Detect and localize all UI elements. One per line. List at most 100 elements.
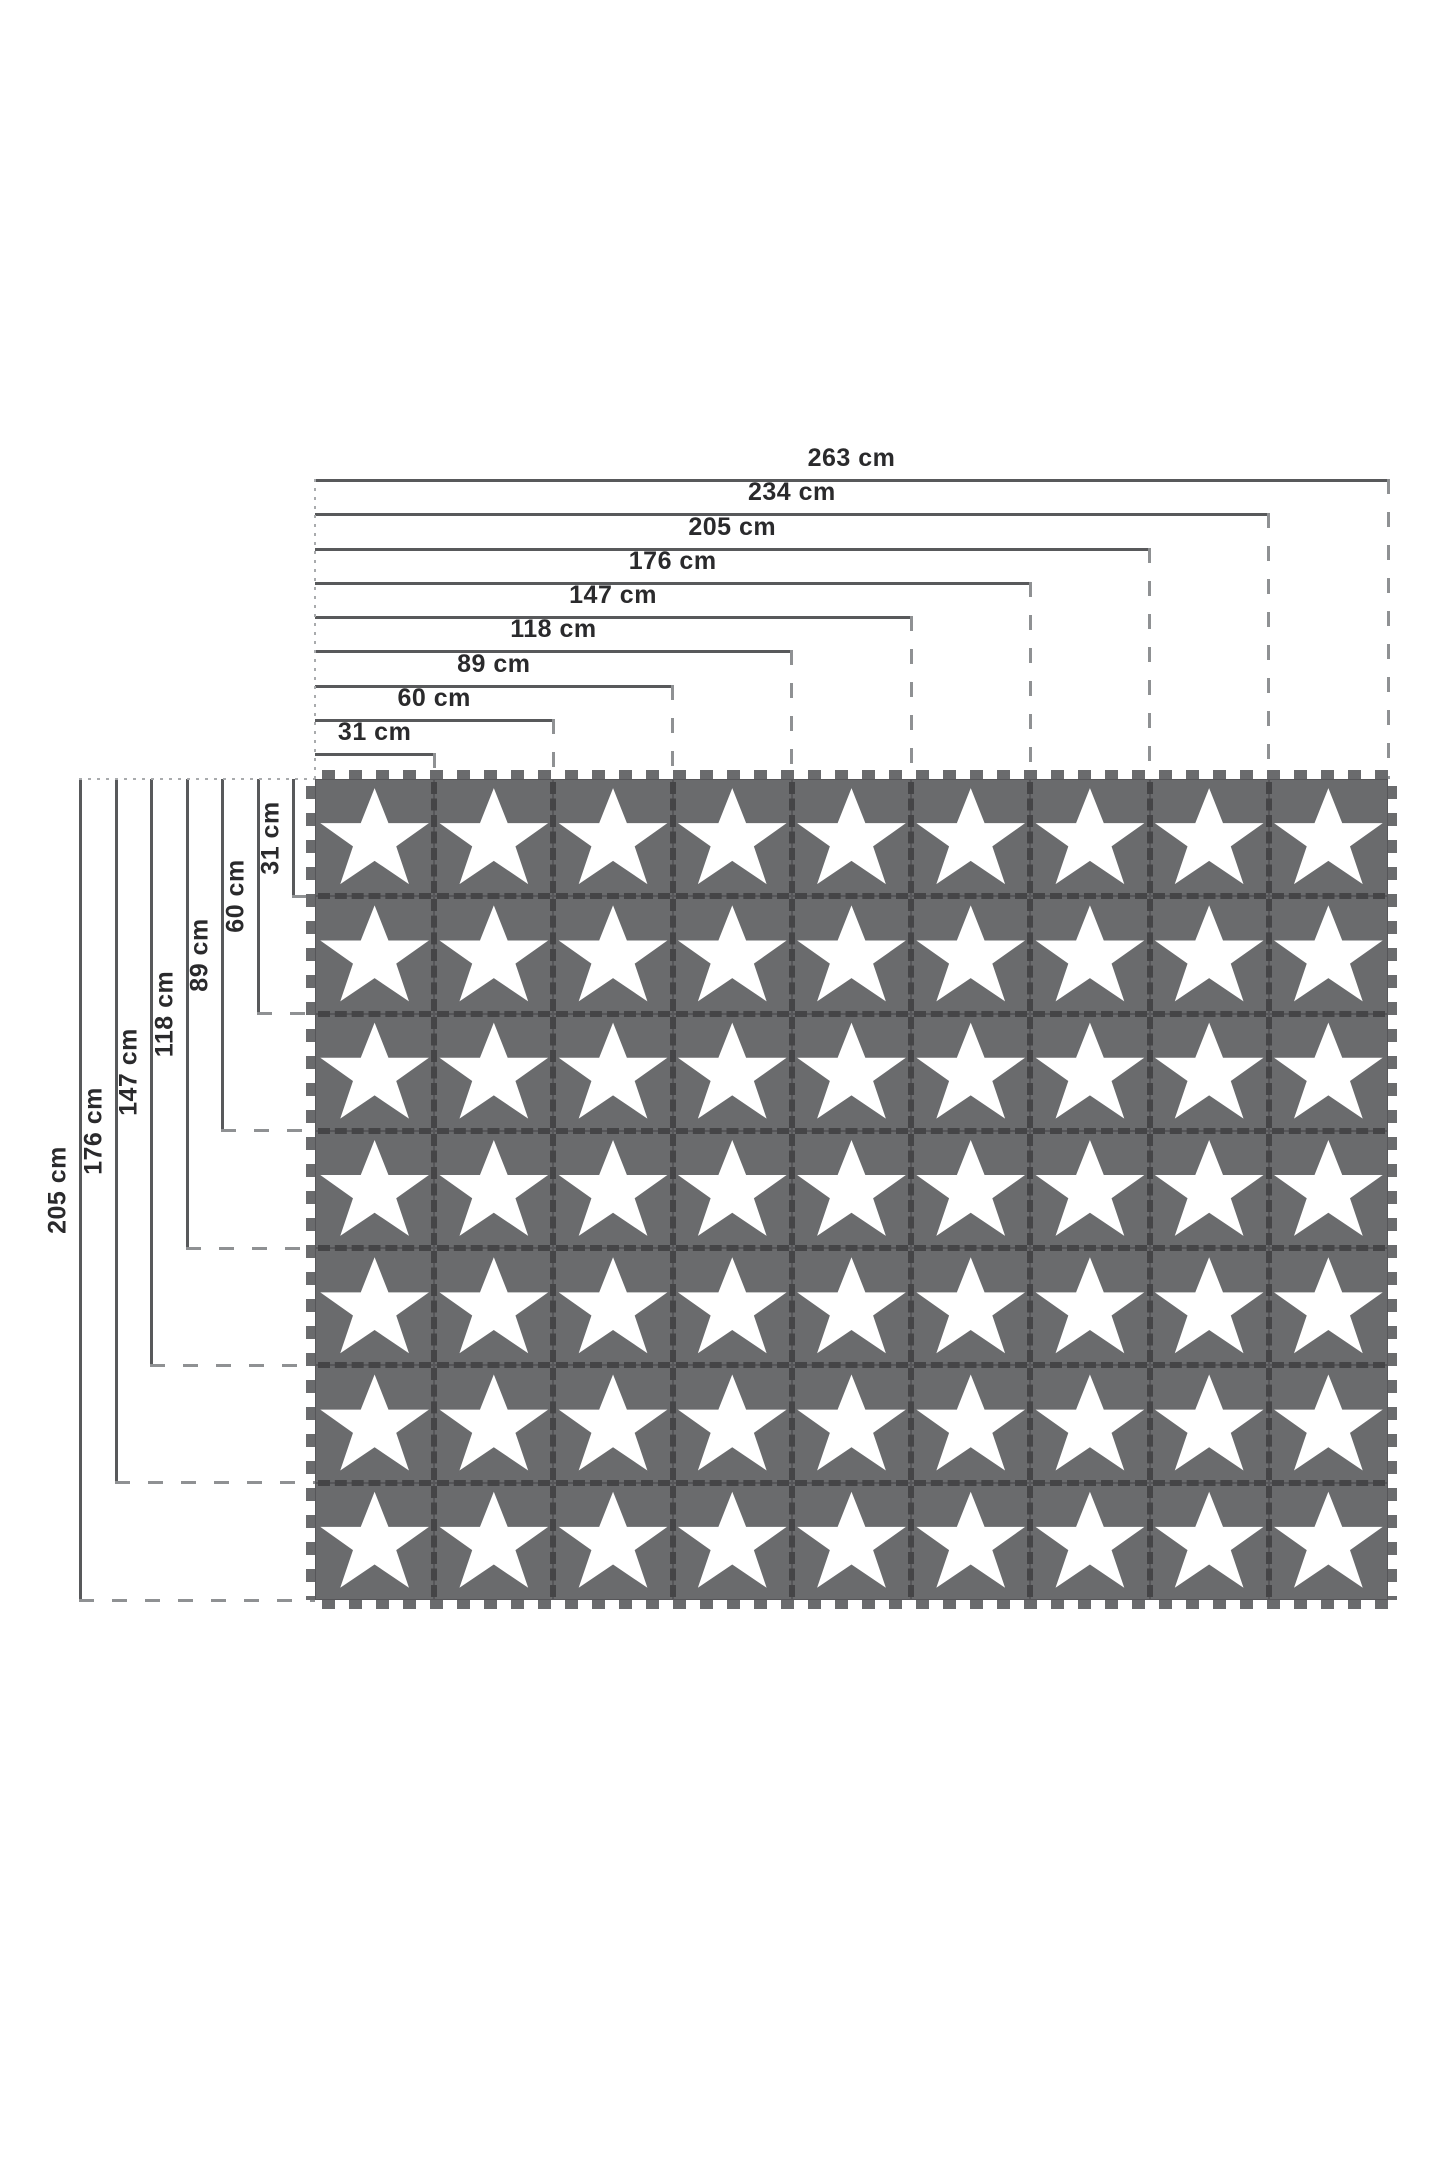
mat-tile — [911, 1365, 1034, 1486]
star-icon — [797, 1374, 906, 1471]
mat-tile — [553, 1130, 676, 1252]
tile-interlock-seam — [788, 1133, 795, 1246]
star-icon — [1154, 905, 1264, 1002]
mat-tile — [791, 779, 915, 900]
mat-tile — [672, 1248, 795, 1369]
star-icon — [677, 1374, 787, 1471]
tile-interlock-seam — [794, 893, 909, 900]
tile-interlock-seam — [794, 1127, 909, 1134]
mat-tile — [1149, 896, 1272, 1017]
mat-tile — [1268, 1013, 1388, 1134]
star-icon — [558, 1491, 668, 1588]
star-icon — [1274, 1139, 1383, 1236]
mat-tile — [1149, 1130, 1272, 1252]
star-icon — [916, 1139, 1026, 1236]
mat-tile — [1149, 1482, 1272, 1600]
tile-interlock-seam — [908, 1133, 915, 1246]
left-dimension-line — [150, 779, 153, 1366]
mat-tile — [553, 1365, 676, 1486]
tile-interlock-seam — [914, 1362, 1028, 1369]
star-icon — [558, 788, 668, 885]
tile-interlock-seam — [1033, 1479, 1147, 1486]
star-icon — [797, 1257, 906, 1354]
tile-interlock-seam — [556, 1127, 670, 1134]
mat-tile — [672, 896, 795, 1017]
left-dimension-label: 60 cm — [221, 859, 249, 933]
star-icon — [558, 1022, 668, 1119]
star-icon — [1035, 1374, 1145, 1471]
top-dimension-line — [315, 581, 1031, 585]
tile-interlock-seam — [1271, 1245, 1385, 1252]
mat-tile — [1030, 1130, 1153, 1252]
tile-interlock-seam — [1271, 1010, 1385, 1017]
mat-tile — [672, 1365, 795, 1486]
left-extension-line — [150, 1363, 315, 1367]
tile-interlock-seam — [669, 1368, 676, 1480]
tile-interlock-seam — [908, 1368, 915, 1480]
tile-interlock-seam — [556, 1245, 670, 1252]
mat-tile — [434, 1365, 557, 1486]
top-dimension-line — [315, 684, 673, 688]
top-dimension-label: 60 cm — [397, 683, 471, 712]
tile-interlock-seam — [1146, 1368, 1153, 1480]
mat-edge-teeth — [315, 770, 1388, 779]
tile-interlock-seam — [1265, 1133, 1272, 1246]
left-dimension-line — [292, 779, 295, 897]
star-icon — [320, 788, 429, 885]
star-icon — [916, 1374, 1026, 1471]
star-icon — [916, 905, 1026, 1002]
tile-interlock-seam — [675, 1010, 789, 1017]
mat-tile — [1268, 1482, 1388, 1600]
mat-edge-teeth — [1388, 779, 1397, 1600]
left-dimension-label: 147 cm — [114, 1028, 143, 1117]
star-icon — [797, 1022, 906, 1119]
tile-interlock-seam — [908, 1485, 915, 1597]
top-extension-line — [671, 684, 675, 779]
tile-interlock-seam — [550, 1133, 557, 1246]
tile-interlock-seam — [1152, 1010, 1266, 1017]
star-icon — [1154, 1491, 1264, 1588]
mat-tile — [791, 1248, 915, 1369]
top-dimension-line — [315, 753, 435, 756]
top-extension-line — [909, 616, 913, 779]
mat-tile — [1149, 1013, 1272, 1134]
mat-tile — [553, 1248, 676, 1369]
tile-interlock-seam — [1027, 899, 1034, 1011]
tile-interlock-seam — [1265, 1368, 1272, 1480]
star-icon — [558, 905, 668, 1002]
top-dimension-label: 118 cm — [510, 615, 597, 644]
left-extension-line — [256, 1012, 315, 1016]
star-icon — [558, 1257, 668, 1354]
star-icon — [1274, 1257, 1383, 1354]
left-dimension-label: 89 cm — [185, 918, 214, 992]
tile-interlock-seam — [556, 1010, 670, 1017]
tile-interlock-seam — [675, 1245, 789, 1252]
star-icon — [320, 1022, 429, 1119]
star-icon — [1274, 1022, 1383, 1119]
top-common-extension-line — [314, 479, 316, 779]
tile-interlock-seam — [675, 1362, 789, 1369]
tile-interlock-seam — [556, 1479, 670, 1486]
tile-interlock-seam — [550, 1368, 557, 1480]
top-dimension-line — [315, 547, 1150, 551]
star-icon — [1035, 788, 1145, 885]
left-extension-line — [79, 1598, 315, 1602]
tile-interlock-seam — [675, 1127, 789, 1134]
tile-interlock-seam — [437, 1127, 551, 1134]
tile-interlock-seam — [1027, 1368, 1034, 1480]
tile-interlock-seam — [1271, 1127, 1385, 1134]
left-extension-line — [221, 1129, 315, 1133]
tile-interlock-seam — [550, 1016, 557, 1128]
mat-tile — [1268, 896, 1388, 1017]
tile-interlock-seam — [788, 1251, 795, 1363]
mat-tile — [315, 1365, 438, 1486]
tile-interlock-seam — [318, 1479, 432, 1486]
mat-tile — [911, 1248, 1034, 1369]
tile-interlock-seam — [1265, 899, 1272, 1011]
tile-interlock-seam — [431, 1368, 438, 1480]
tile-interlock-seam — [1152, 1479, 1266, 1486]
mat-tile — [1268, 1365, 1388, 1486]
top-dimension-line — [315, 616, 912, 619]
tile-interlock-seam — [556, 1362, 670, 1369]
tile-interlock-seam — [1152, 1127, 1266, 1134]
